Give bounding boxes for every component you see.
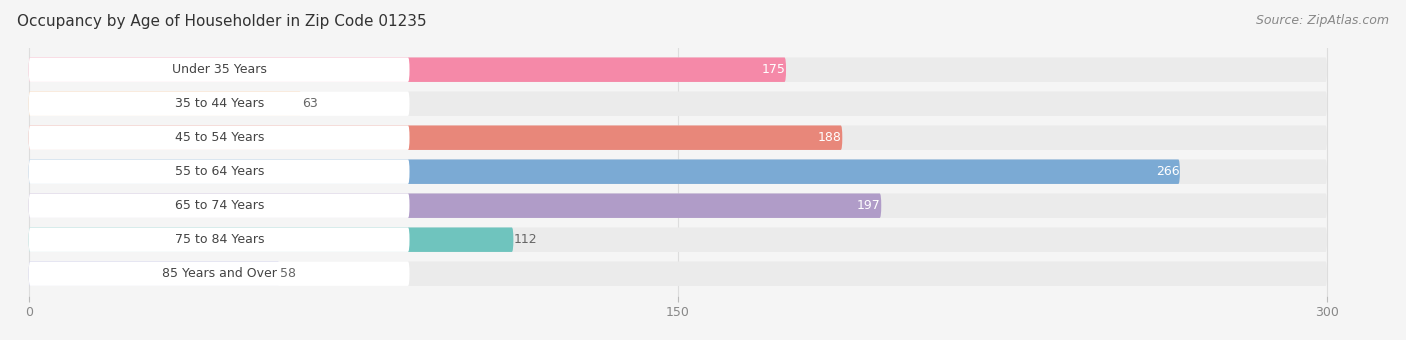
- Text: 197: 197: [858, 199, 880, 212]
- FancyBboxPatch shape: [28, 125, 409, 150]
- FancyBboxPatch shape: [28, 91, 301, 116]
- Text: 175: 175: [762, 63, 786, 76]
- FancyBboxPatch shape: [28, 261, 280, 286]
- FancyBboxPatch shape: [28, 57, 1327, 82]
- FancyBboxPatch shape: [28, 125, 1327, 150]
- Text: 63: 63: [302, 97, 318, 110]
- Text: 58: 58: [280, 267, 297, 280]
- Text: 55 to 64 Years: 55 to 64 Years: [174, 165, 264, 178]
- FancyBboxPatch shape: [28, 261, 1327, 286]
- Text: 65 to 74 Years: 65 to 74 Years: [174, 199, 264, 212]
- FancyBboxPatch shape: [28, 91, 409, 116]
- Text: Occupancy by Age of Householder in Zip Code 01235: Occupancy by Age of Householder in Zip C…: [17, 14, 426, 29]
- Text: 35 to 44 Years: 35 to 44 Years: [174, 97, 264, 110]
- FancyBboxPatch shape: [28, 227, 409, 252]
- FancyBboxPatch shape: [28, 159, 1180, 184]
- Text: Source: ZipAtlas.com: Source: ZipAtlas.com: [1256, 14, 1389, 27]
- FancyBboxPatch shape: [28, 193, 1327, 218]
- FancyBboxPatch shape: [28, 159, 409, 184]
- FancyBboxPatch shape: [28, 227, 513, 252]
- Text: Under 35 Years: Under 35 Years: [172, 63, 267, 76]
- Text: 112: 112: [515, 233, 537, 246]
- FancyBboxPatch shape: [28, 57, 786, 82]
- Text: 75 to 84 Years: 75 to 84 Years: [174, 233, 264, 246]
- FancyBboxPatch shape: [28, 193, 409, 218]
- FancyBboxPatch shape: [28, 159, 1327, 184]
- Text: 45 to 54 Years: 45 to 54 Years: [174, 131, 264, 144]
- Text: 266: 266: [1156, 165, 1180, 178]
- FancyBboxPatch shape: [28, 57, 409, 82]
- FancyBboxPatch shape: [28, 193, 882, 218]
- Text: 188: 188: [818, 131, 842, 144]
- FancyBboxPatch shape: [28, 125, 842, 150]
- Text: 85 Years and Over: 85 Years and Over: [162, 267, 277, 280]
- FancyBboxPatch shape: [28, 91, 1327, 116]
- FancyBboxPatch shape: [28, 227, 1327, 252]
- FancyBboxPatch shape: [28, 261, 409, 286]
